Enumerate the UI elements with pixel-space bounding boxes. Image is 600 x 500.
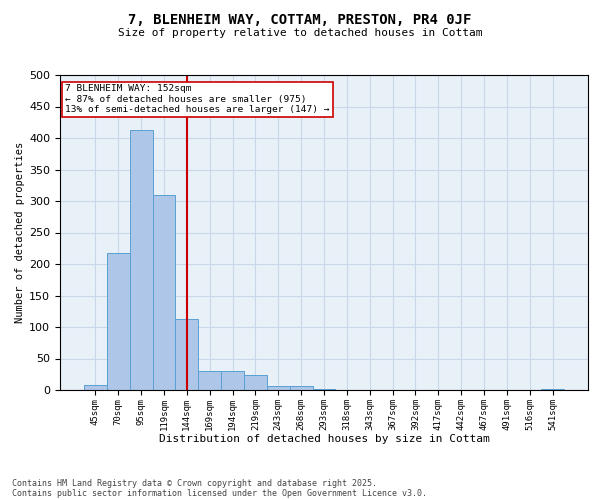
- Bar: [244, 375, 267, 390]
- Bar: [107, 252, 130, 390]
- Bar: [221, 371, 244, 390]
- Bar: [313, 388, 335, 390]
- Text: Contains public sector information licensed under the Open Government Licence v3: Contains public sector information licen…: [12, 488, 427, 498]
- Bar: [175, 319, 198, 390]
- Text: Contains HM Land Registry data © Crown copyright and database right 2025.: Contains HM Land Registry data © Crown c…: [12, 478, 377, 488]
- Text: 7 BLENHEIM WAY: 152sqm
← 87% of detached houses are smaller (975)
13% of semi-de: 7 BLENHEIM WAY: 152sqm ← 87% of detached…: [65, 84, 330, 114]
- Bar: [130, 130, 152, 390]
- Bar: [541, 388, 564, 390]
- Bar: [267, 386, 290, 390]
- Bar: [290, 386, 313, 390]
- Bar: [152, 194, 175, 390]
- Text: 7, BLENHEIM WAY, COTTAM, PRESTON, PR4 0JF: 7, BLENHEIM WAY, COTTAM, PRESTON, PR4 0J…: [128, 12, 472, 26]
- Y-axis label: Number of detached properties: Number of detached properties: [15, 142, 25, 323]
- Text: Size of property relative to detached houses in Cottam: Size of property relative to detached ho…: [118, 28, 482, 38]
- Bar: [198, 371, 221, 390]
- X-axis label: Distribution of detached houses by size in Cottam: Distribution of detached houses by size …: [158, 434, 490, 444]
- Bar: [84, 385, 107, 390]
